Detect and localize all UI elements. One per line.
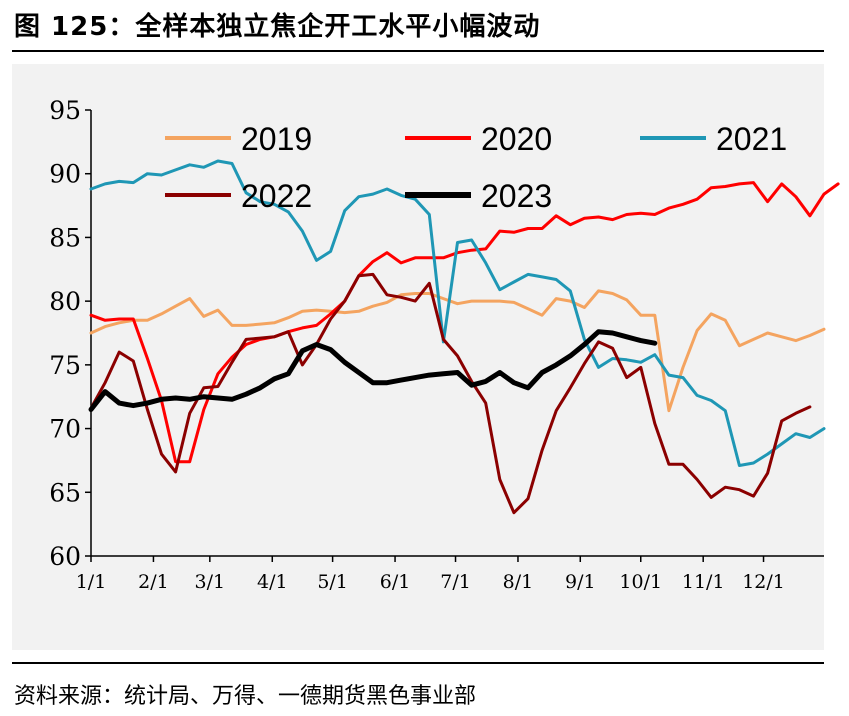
series-line-2020 (89, 181, 840, 464)
x-tick-label: 7/1 (440, 571, 471, 593)
x-tick-label: 9/1 (565, 571, 596, 593)
footer-divider (12, 662, 824, 664)
y-tick-label: 80 (49, 287, 81, 316)
x-tick-label: 4/1 (257, 571, 288, 593)
y-tick-label: 60 (49, 542, 81, 571)
y-tick-label: 75 (49, 351, 81, 380)
x-tick-label: 3/1 (195, 571, 226, 593)
x-tick-label: 12/1 (742, 571, 785, 593)
series-line-2023 (88, 329, 658, 412)
x-tick-label: 6/1 (380, 571, 411, 593)
figure-title: 图 125：全样本独立焦企开工水平小幅波动 (14, 12, 541, 42)
series-line-2019 (89, 289, 826, 413)
y-tick-label: 65 (49, 478, 81, 507)
x-tick-label: 10/1 (619, 571, 662, 593)
legend-label-2020: 2020 (481, 121, 552, 157)
x-tick-label: 11/1 (682, 571, 725, 593)
x-tick-label: 2/1 (138, 571, 169, 593)
series-line-2021 (89, 159, 826, 467)
x-tick-label: 1/1 (76, 571, 107, 593)
x-tick-label: 5/1 (317, 571, 348, 593)
source-note: 资料来源：统计局、万得、一德期货黑色事业部 (14, 684, 477, 709)
title-divider (12, 50, 824, 52)
y-tick-label: 95 (49, 96, 81, 125)
y-tick-label: 90 (49, 160, 81, 189)
legend-label-2021: 2021 (716, 121, 787, 157)
series-line-2022 (89, 272, 812, 515)
x-tick-label: 8/1 (503, 571, 534, 593)
y-tick-label: 85 (49, 223, 81, 252)
legend-label-2023: 2023 (481, 178, 552, 214)
y-tick-label: 70 (49, 415, 81, 444)
legend-label-2022: 2022 (241, 178, 312, 214)
legend-label-2019: 2019 (241, 121, 312, 157)
